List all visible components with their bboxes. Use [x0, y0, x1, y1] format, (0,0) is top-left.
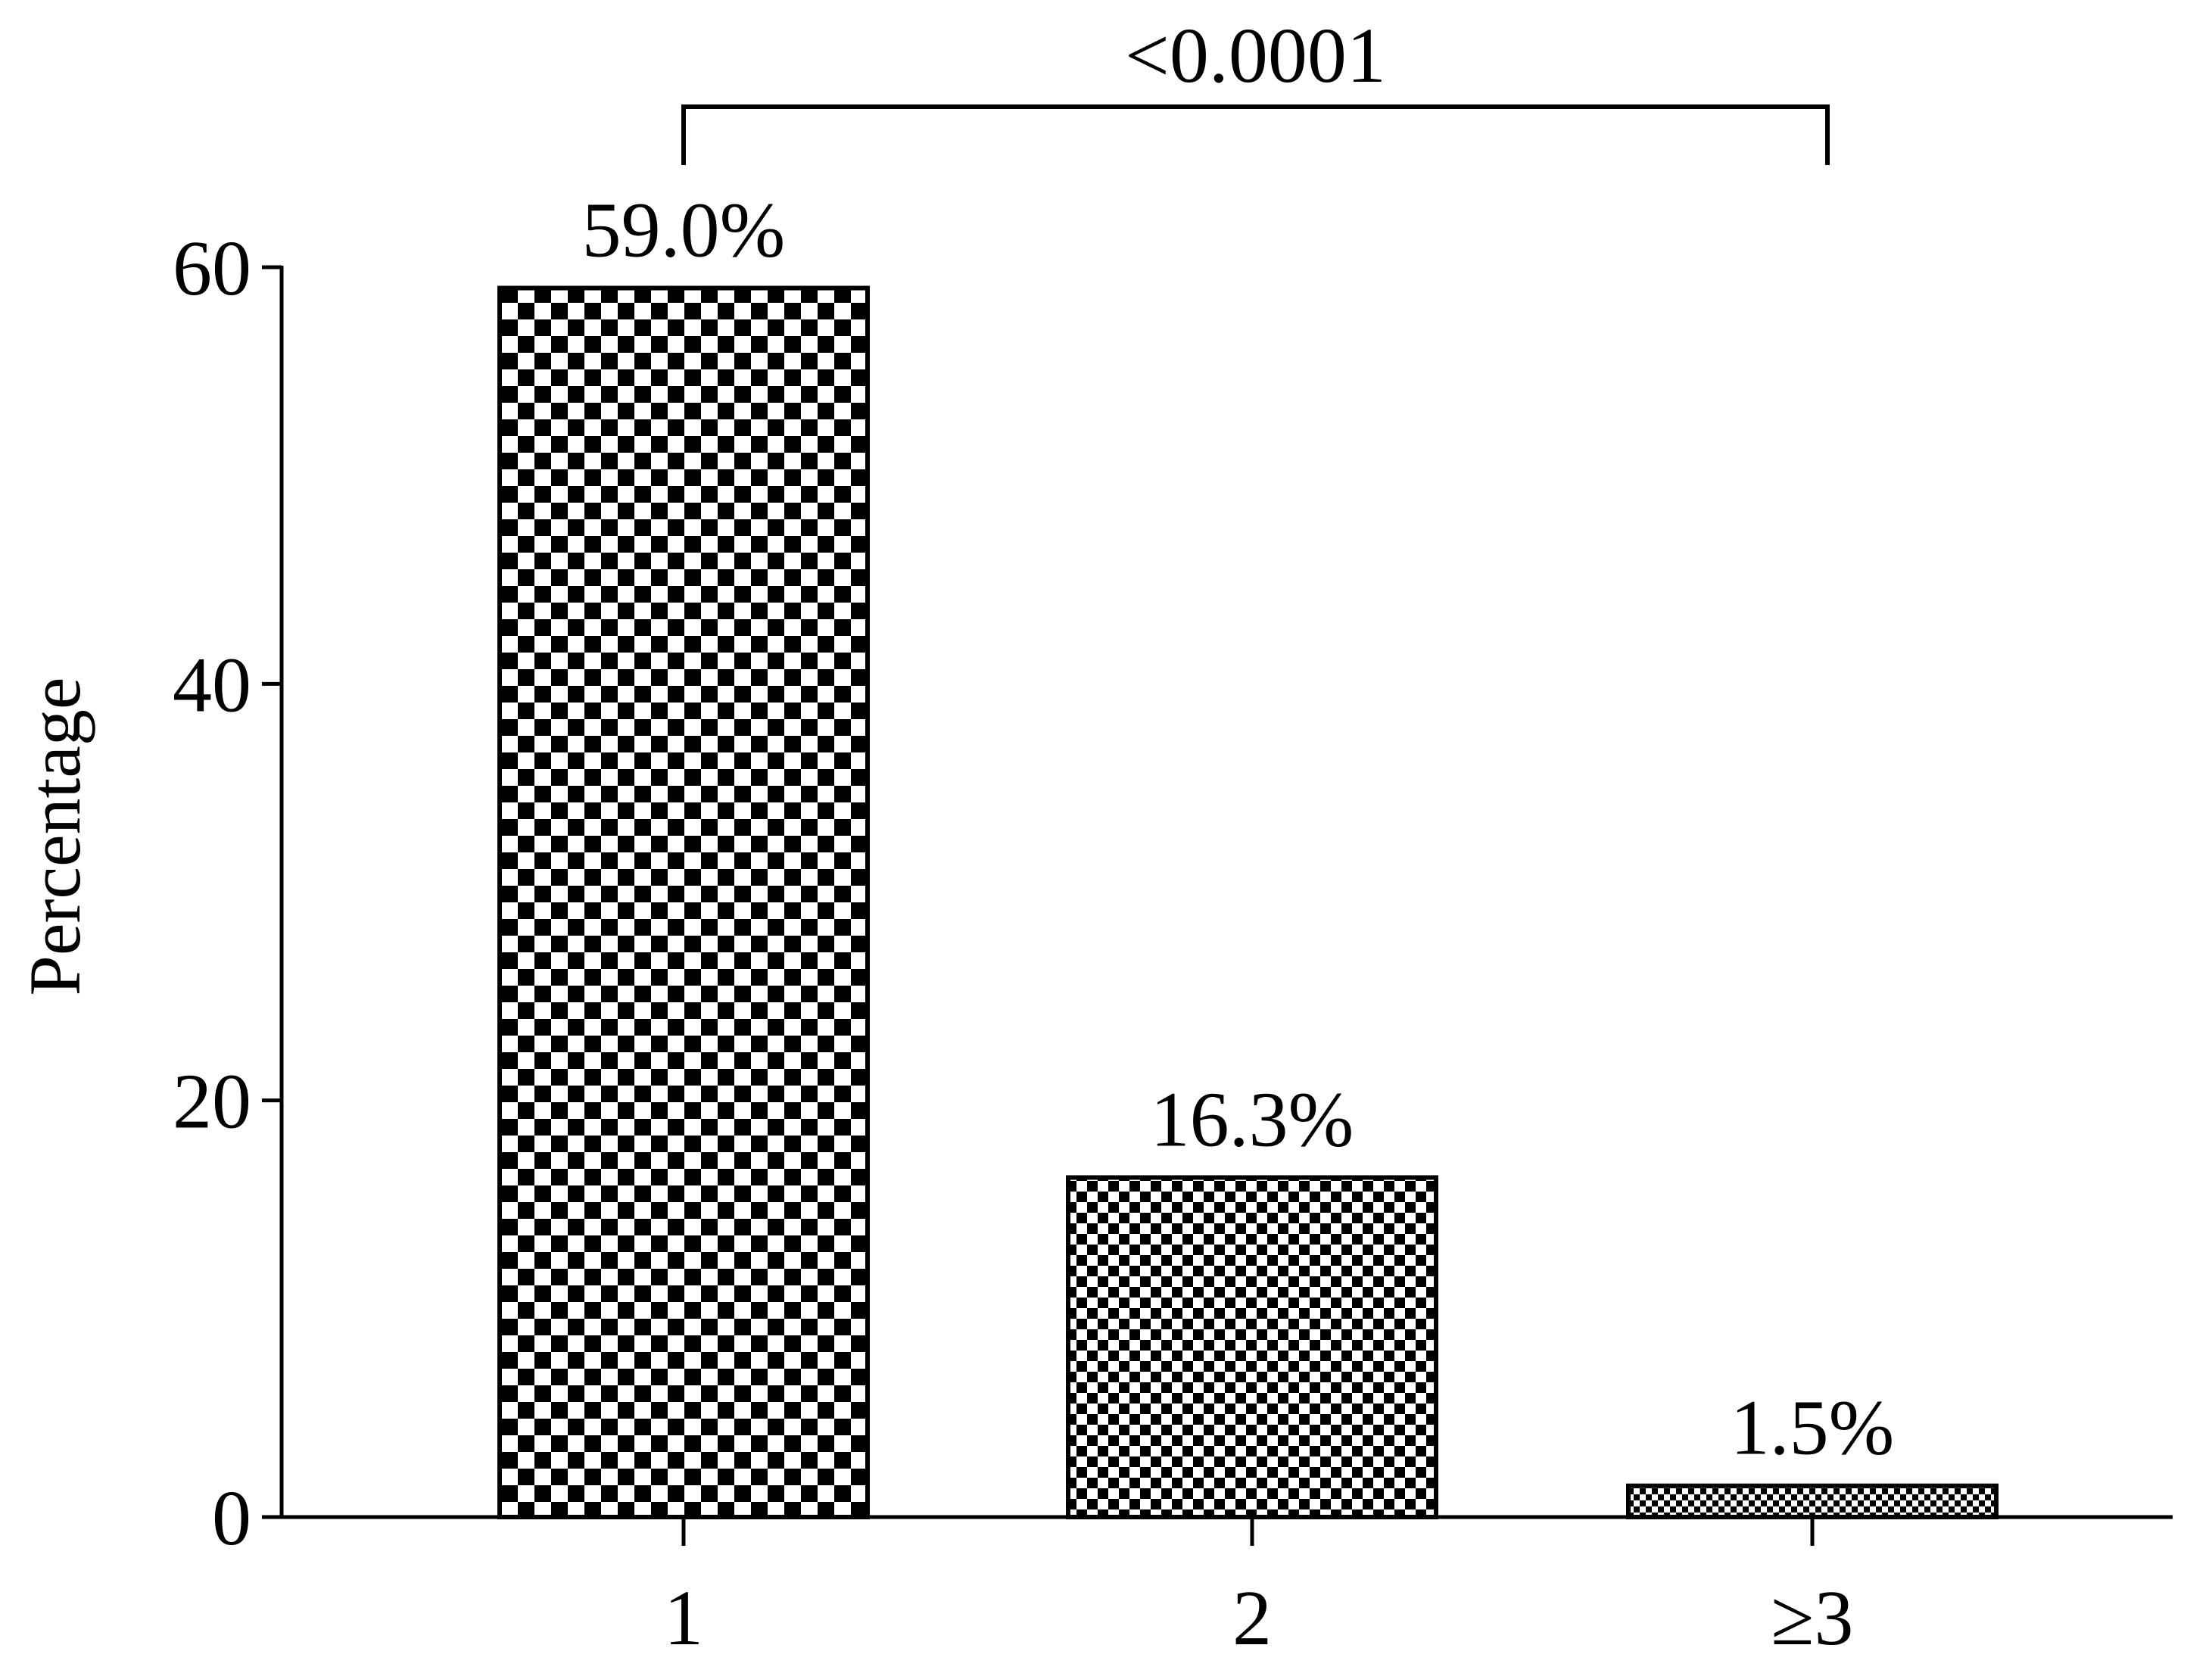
annotations-group: <0.0001 [681, 12, 1830, 165]
bar-value-label: 16.3% [1151, 1076, 1354, 1163]
y-tick-label: 0 [212, 1475, 251, 1562]
y-tick-label: 60 [173, 225, 251, 312]
bar-value-label: 59.0% [582, 187, 786, 274]
y-axis-title: Percentage [14, 677, 95, 995]
x-tick-label: ≥3 [1771, 1575, 1853, 1662]
bar-value-label: 1.5% [1731, 1385, 1895, 1472]
bar-1 [497, 285, 870, 1519]
y-tick-label: 20 [173, 1058, 251, 1145]
y-tick-label: 40 [173, 641, 251, 728]
x-ticks-group: 1 2 ≥3 [664, 1517, 1854, 1662]
value-labels-group: 59.0% 16.3% 1.5% [582, 187, 1895, 1472]
bars-group [497, 285, 1999, 1520]
p-value-label: <0.0001 [1125, 12, 1386, 99]
x-tick-label: 2 [1232, 1575, 1272, 1662]
x-tick-label: 1 [664, 1575, 703, 1662]
bar-3 [1626, 1483, 1999, 1519]
y-ticks-group: 0 20 40 60 [173, 225, 282, 1562]
bar-2 [1066, 1175, 1438, 1520]
significance-bracket [681, 104, 1830, 165]
